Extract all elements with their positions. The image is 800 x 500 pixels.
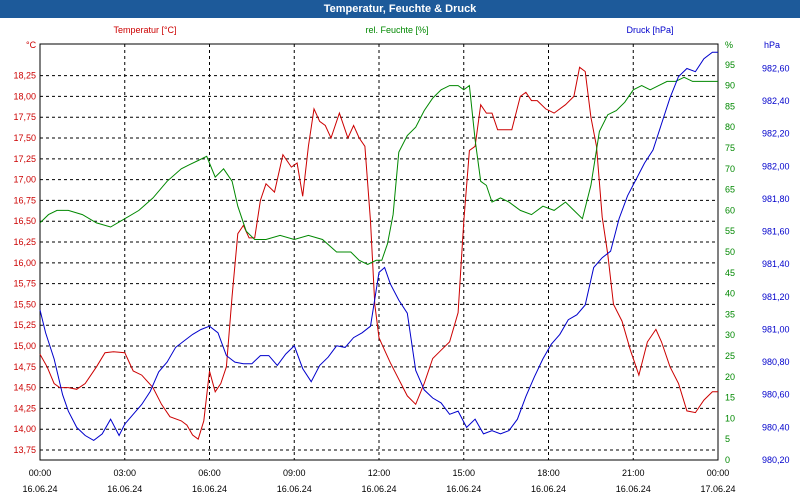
humidity-tick-label: 45	[725, 268, 735, 278]
x-tick-date: 16.06.24	[361, 484, 396, 494]
series-line-temperature	[39, 66, 718, 441]
temperature-axis-title: Temperatur [°C]	[113, 25, 176, 35]
temperature-tick-label: 14,50	[13, 383, 36, 393]
pressure-tick-label: 981,00	[762, 324, 790, 334]
temperature-tick-label: 16,75	[13, 195, 36, 205]
series-line-pressure	[39, 51, 718, 441]
temperature-tick-label: 17,00	[13, 175, 36, 185]
humidity-tick-label: 65	[725, 185, 735, 195]
temperature-tick-label: 17,25	[13, 154, 36, 164]
humidity-tick-label: 90	[725, 81, 735, 91]
x-tick-time: 12:00	[368, 468, 391, 478]
humidity-axis-title: rel. Feuchte [%]	[365, 25, 428, 35]
pressure-tick-label: 982,20	[762, 129, 790, 139]
humidity-tick-label: 50	[725, 247, 735, 257]
pressure-tick-label: 982,00	[762, 161, 790, 171]
humidity-tick-label: 20	[725, 372, 735, 382]
x-tick-date: 17.06.24	[700, 484, 735, 494]
humidity-tick-label: 85	[725, 101, 735, 111]
temperature-unit: °C	[26, 40, 37, 50]
x-tick-date: 16.06.24	[616, 484, 651, 494]
pressure-tick-label: 981,20	[762, 292, 790, 302]
pressure-tick-label: 980,80	[762, 357, 790, 367]
x-tick-time: 15:00	[452, 468, 475, 478]
humidity-tick-label: 95	[725, 60, 735, 70]
x-tick-time: 03:00	[113, 468, 136, 478]
pressure-tick-label: 981,80	[762, 194, 790, 204]
pressure-tick-label: 980,60	[762, 390, 790, 400]
humidity-tick-label: 60	[725, 205, 735, 215]
x-tick-date: 16.06.24	[22, 484, 57, 494]
humidity-tick-label: 55	[725, 226, 735, 236]
humidity-tick-label: 75	[725, 143, 735, 153]
temperature-tick-label: 14,75	[13, 362, 36, 372]
temperature-tick-label: 16,50	[13, 216, 36, 226]
series-line-humidity	[39, 76, 718, 266]
temperature-tick-label: 15,75	[13, 279, 36, 289]
x-tick-time: 09:00	[283, 468, 306, 478]
temperature-tick-label: 14,25	[13, 403, 36, 413]
x-tick-time: 00:00	[707, 468, 730, 478]
pressure-unit: hPa	[764, 40, 780, 50]
temperature-tick-label: 13,75	[13, 445, 36, 455]
temperature-tick-label: 17,75	[13, 112, 36, 122]
pressure-tick-label: 980,40	[762, 422, 790, 432]
pressure-tick-label: 981,40	[762, 259, 790, 269]
temperature-tick-label: 14,00	[13, 424, 36, 434]
humidity-tick-label: 70	[725, 164, 735, 174]
humidity-tick-label: 80	[725, 122, 735, 132]
pressure-tick-label: 982,40	[762, 96, 790, 106]
pressure-tick-label: 981,60	[762, 227, 790, 237]
humidity-tick-label: 5	[725, 434, 730, 444]
x-tick-date: 16.06.24	[277, 484, 312, 494]
x-tick-time: 21:00	[622, 468, 645, 478]
humidity-tick-label: 0	[725, 455, 730, 465]
x-tick-date: 16.06.24	[107, 484, 142, 494]
temperature-tick-label: 15,25	[13, 320, 36, 330]
humidity-tick-label: 35	[725, 309, 735, 319]
humidity-tick-label: 40	[725, 289, 735, 299]
pressure-tick-label: 980,20	[762, 455, 790, 465]
temperature-tick-label: 15,00	[13, 341, 36, 351]
window-title: Temperatur, Feuchte & Druck	[0, 0, 800, 18]
x-tick-time: 18:00	[537, 468, 560, 478]
temperature-tick-label: 18,00	[13, 91, 36, 101]
x-tick-time: 00:00	[29, 468, 52, 478]
humidity-unit: %	[725, 40, 733, 50]
x-tick-date: 16.06.24	[192, 484, 227, 494]
humidity-tick-label: 15	[725, 393, 735, 403]
plot-area	[39, 43, 719, 461]
temperature-tick-label: 16,25	[13, 237, 36, 247]
pressure-tick-label: 982,60	[762, 63, 790, 73]
x-tick-date: 16.06.24	[446, 484, 481, 494]
humidity-tick-label: 10	[725, 413, 735, 423]
temperature-tick-label: 16,00	[13, 258, 36, 268]
humidity-tick-label: 30	[725, 330, 735, 340]
humidity-tick-label: 25	[725, 351, 735, 361]
temperature-tick-label: 17,50	[13, 133, 36, 143]
pressure-axis-title: Druck [hPa]	[626, 25, 673, 35]
temperature-tick-label: 15,50	[13, 299, 36, 309]
x-tick-time: 06:00	[198, 468, 221, 478]
temperature-tick-label: 18,25	[13, 71, 36, 81]
x-tick-date: 16.06.24	[531, 484, 566, 494]
